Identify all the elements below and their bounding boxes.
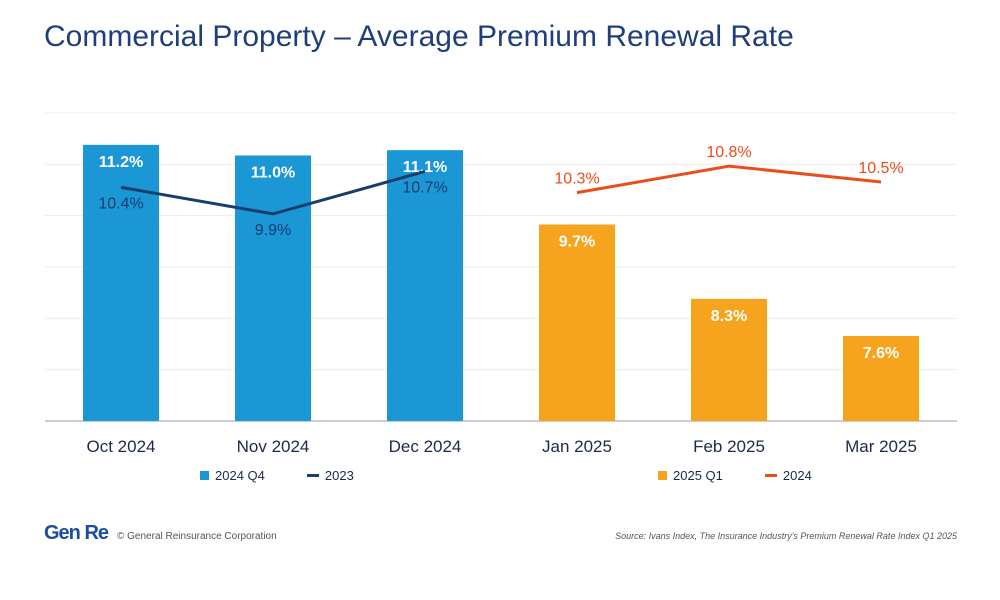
- bar-2025-q1: [691, 298, 767, 421]
- x-tick-label: Feb 2025: [693, 437, 765, 456]
- legend-swatch-2023: [306, 474, 319, 477]
- line-data-label: 9.9%: [255, 222, 291, 239]
- bar-data-label: 11.0%: [251, 164, 295, 181]
- source-text: Source: Ivans Index, The Insurance Indus…: [615, 531, 957, 541]
- legend-swatch-2025-q1: [658, 471, 667, 480]
- bar-2024-q4: [387, 150, 463, 421]
- legend-label-2024: 2024: [782, 468, 812, 483]
- bar-data-label: 11.2%: [99, 154, 143, 171]
- x-tick-label: Nov 2024: [237, 437, 310, 456]
- x-tick-label: Mar 2025: [845, 437, 917, 456]
- legend-label-2023: 2023: [324, 468, 354, 483]
- legend-label-2025-q1: 2025 Q1: [673, 468, 723, 483]
- bar-data-label: 9.7%: [559, 234, 595, 251]
- bar-data-label: 11.1%: [403, 159, 447, 176]
- line-data-label: 10.7%: [402, 179, 447, 196]
- line-data-label: 10.4%: [98, 195, 143, 212]
- bar-data-label: 8.3%: [711, 308, 747, 325]
- line-data-label: 10.3%: [554, 171, 599, 188]
- line-data-label: 10.8%: [706, 144, 751, 161]
- chart-title: Commercial Property – Average Premium Re…: [44, 20, 794, 53]
- line-2023: [120, 169, 426, 216]
- line-2024: [576, 164, 882, 195]
- x-tick-label: Dec 2024: [389, 437, 462, 456]
- bar-2025-q1: [843, 336, 919, 421]
- bar-2025-q1: [539, 224, 615, 421]
- genre-logo: Gen Re: [44, 522, 109, 544]
- legend-label-2024-q4: 2024 Q4: [215, 468, 265, 483]
- x-tick-label: Oct 2024: [87, 437, 156, 456]
- bar-2024-q4: [235, 155, 311, 421]
- legend-swatch-2024-q4: [200, 471, 209, 480]
- bar-2024-q4: [83, 144, 159, 422]
- bar-data-label: 7.6%: [863, 345, 899, 362]
- legend-swatch-2024: [764, 474, 777, 477]
- x-tick-label: Jan 2025: [542, 437, 612, 456]
- legend-left: 2024 Q4 2023: [200, 468, 354, 483]
- line-data-label: 10.5%: [858, 160, 903, 177]
- legend-right: 2025 Q1 2024: [658, 468, 812, 483]
- copyright-text: © General Reinsurance Corporation: [117, 531, 277, 542]
